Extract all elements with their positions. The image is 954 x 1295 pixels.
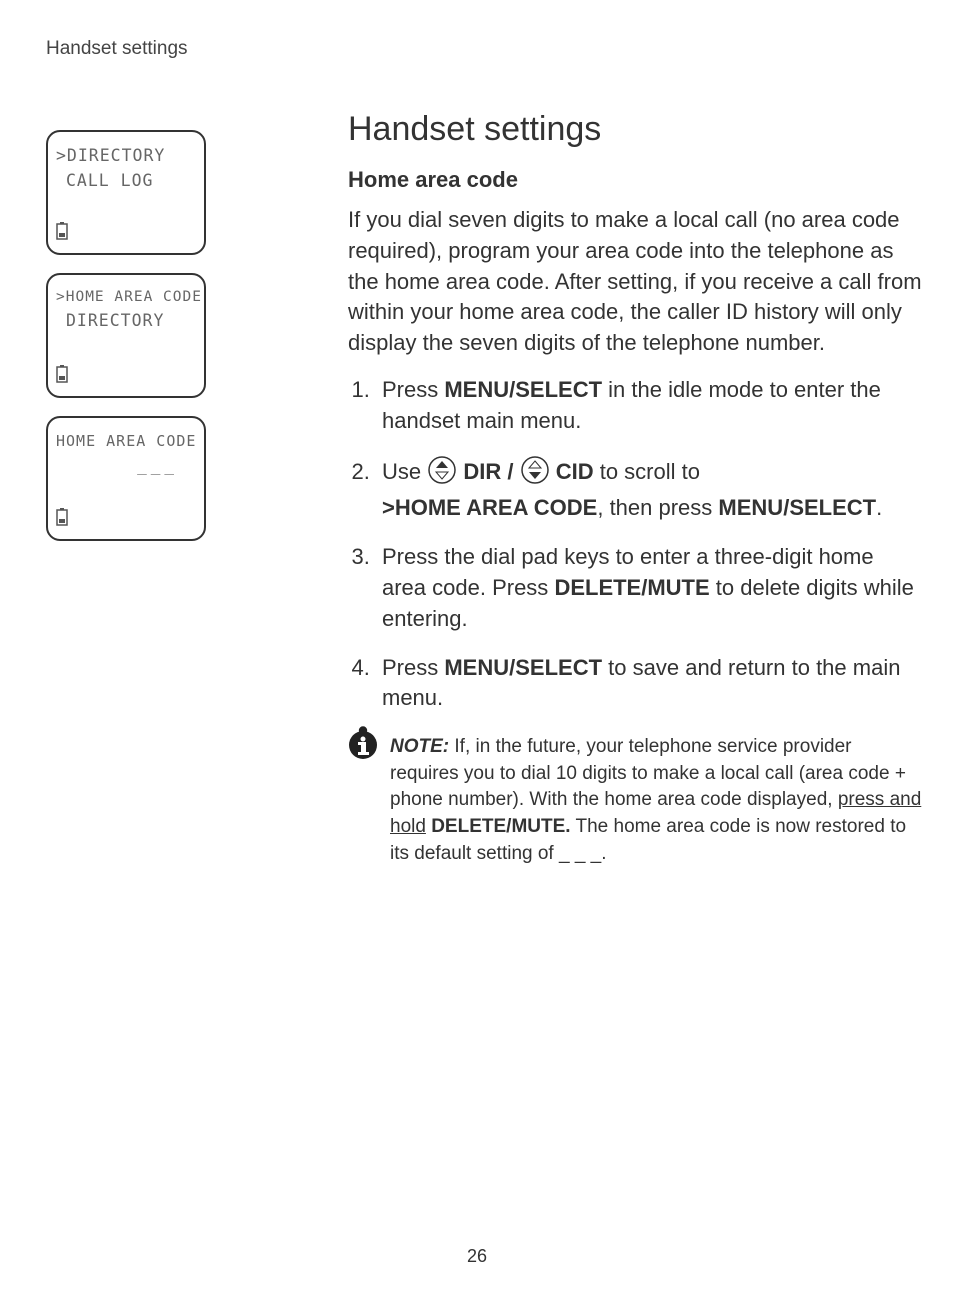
section-heading: Home area code	[348, 167, 922, 193]
key-label: MUTE	[511, 816, 565, 837]
steps-list: Press MENU/SELECT in the idle mode to en…	[348, 375, 922, 714]
lcd-line: >DIRECTORY	[56, 144, 196, 169]
lcd-line: CALL LOG	[56, 169, 196, 194]
key-label: DELETE/	[554, 575, 647, 600]
text: , then press	[597, 495, 718, 520]
step-1: Press MENU/SELECT in the idle mode to en…	[376, 375, 922, 437]
lcd-cursor-dots: ___	[56, 453, 196, 479]
key-label: SELECT	[515, 377, 602, 402]
step-3: Press the dial pad keys to enter a three…	[376, 542, 922, 634]
lcd-screen-2: >HOME AREA CODE DIRECTORY	[46, 273, 206, 398]
lcd-line: DIRECTORY	[56, 309, 196, 334]
text: .	[876, 495, 882, 520]
key-label: MUTE	[647, 575, 709, 600]
page-title: Handset settings	[348, 110, 922, 149]
text: If, in the future, your telephone servic…	[390, 736, 906, 810]
lcd-line: HOME AREA CODE	[56, 430, 196, 453]
main-text: Handset settings Home area code If you d…	[348, 110, 922, 867]
lcd-screen-1: >DIRECTORY CALL LOG	[46, 130, 206, 255]
page-number: 26	[0, 1246, 954, 1267]
note-label: NOTE:	[390, 736, 449, 757]
menu-path: >HOME AREA CODE	[382, 495, 597, 520]
key-label: DIR /	[457, 459, 519, 484]
key-label: /SELECT	[783, 495, 876, 520]
step-2: Use DIR / CID to scroll to >HOME AREA CO…	[376, 455, 922, 525]
breadcrumb: Handset settings	[46, 38, 188, 59]
text: Use	[382, 459, 427, 484]
key-label: MENU	[444, 655, 509, 680]
key-label: MENU/	[444, 377, 515, 402]
text: Press	[382, 377, 444, 402]
up-arrow-icon	[427, 455, 457, 494]
note-block: NOTE: If, in the future, your telephone …	[390, 734, 922, 867]
down-arrow-icon	[520, 455, 550, 494]
lcd-screen-3: HOME AREA CODE ___	[46, 416, 206, 541]
key-label: CID	[550, 459, 600, 484]
lcd-illustrations: >DIRECTORY CALL LOG >HOME AREA CODE DIRE…	[46, 130, 206, 559]
page-header: Handset settings	[0, 0, 954, 60]
text: Press	[382, 655, 444, 680]
info-icon	[346, 726, 380, 769]
key-label: MENU	[718, 495, 783, 520]
battery-icon	[56, 222, 68, 245]
battery-icon	[56, 508, 68, 531]
battery-icon	[56, 365, 68, 388]
intro-paragraph: If you dial seven digits to make a local…	[348, 205, 922, 359]
key-label: DELETE/	[426, 816, 512, 837]
lcd-line: >HOME AREA CODE	[56, 287, 196, 309]
key-label: /SELECT	[509, 655, 602, 680]
page-content: >DIRECTORY CALL LOG >HOME AREA CODE DIRE…	[0, 60, 954, 867]
text: to scroll to	[600, 459, 700, 484]
step-4: Press MENU/SELECT to save and return to …	[376, 653, 922, 715]
